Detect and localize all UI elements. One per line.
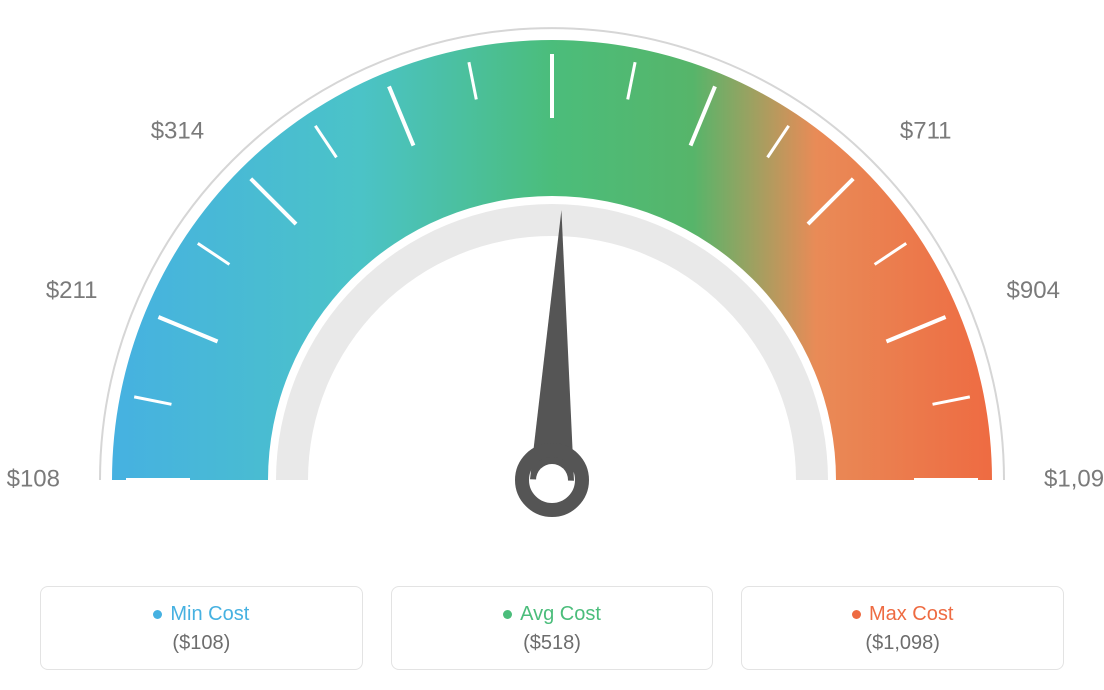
legend-min-title: Min Cost xyxy=(153,603,249,626)
legend-avg-value: ($518) xyxy=(392,632,713,655)
gauge-needle xyxy=(530,210,574,481)
legend-avg-title: Avg Cost xyxy=(503,603,601,626)
legend-min-dot xyxy=(153,610,162,619)
legend-avg-label: Avg Cost xyxy=(520,603,601,626)
gauge-scale-label: $211 xyxy=(46,277,98,304)
legend-max-value: ($1,098) xyxy=(742,632,1063,655)
legend-avg-box: Avg Cost ($518) xyxy=(391,586,714,670)
legend-avg-dot xyxy=(503,610,512,619)
gauge-scale-label: $904 xyxy=(1007,277,1060,304)
gauge-scale-label: $108 xyxy=(7,465,60,492)
gauge-svg: $108$211$314$518$711$904$1,098 xyxy=(0,0,1104,560)
gauge-scale-label: $1,098 xyxy=(1044,465,1104,492)
legend-row: Min Cost ($108) Avg Cost ($518) Max Cost… xyxy=(40,586,1064,670)
legend-min-value: ($108) xyxy=(41,632,362,655)
gauge-area: $108$211$314$518$711$904$1,098 xyxy=(0,0,1104,560)
legend-max-box: Max Cost ($1,098) xyxy=(741,586,1064,670)
gauge-scale-label: $314 xyxy=(151,117,204,144)
gauge-scale-label: $711 xyxy=(900,117,952,144)
legend-max-title: Max Cost xyxy=(852,603,953,626)
legend-min-label: Min Cost xyxy=(170,603,249,626)
legend-max-label: Max Cost xyxy=(869,603,953,626)
legend-max-dot xyxy=(852,610,861,619)
legend-min-box: Min Cost ($108) xyxy=(40,586,363,670)
chart-container: $108$211$314$518$711$904$1,098 Min Cost … xyxy=(0,0,1104,690)
